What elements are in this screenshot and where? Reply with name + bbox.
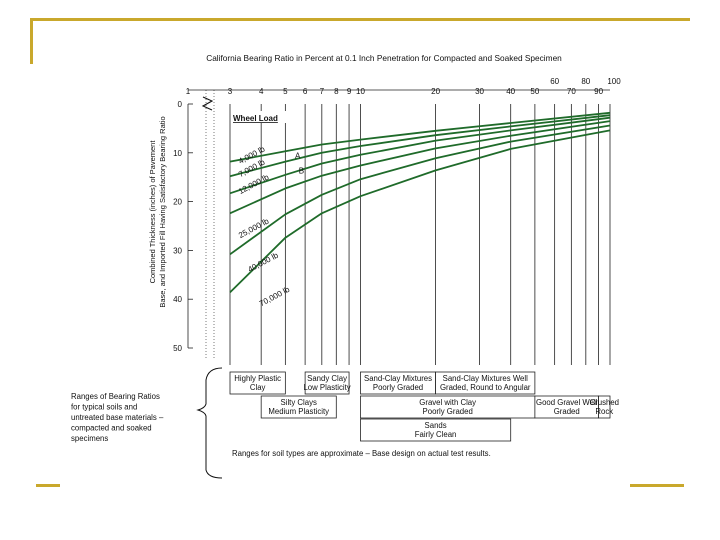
soil-range-text-7-0: Crushed	[590, 398, 619, 407]
load-label-40000: 40,000 lb	[246, 250, 280, 274]
x-tick-label-1: 1	[186, 87, 191, 96]
load-label-70000: 70,000 lb	[258, 285, 292, 309]
y-tick-label-40: 40	[173, 295, 182, 304]
x-tick-label-4: 4	[259, 87, 264, 96]
soil-range-text-8-1: Fairly Clean	[415, 430, 457, 439]
curve-40000-lb	[229, 124, 611, 256]
soil-range-text-0-0: Highly Plastic	[234, 374, 281, 383]
ranges-bracket	[196, 367, 223, 479]
left-bar-decoration	[30, 18, 33, 64]
x-tick-label-7: 7	[320, 87, 325, 96]
x-tick-label-80: 80	[581, 77, 590, 86]
x-tick-label-40: 40	[506, 87, 515, 96]
y-tick-label-10: 10	[173, 149, 182, 158]
soil-range-text-7-1: Rock	[595, 407, 613, 416]
legend-title-backdrop	[231, 111, 287, 123]
footnote: Ranges for soil types are approximate – …	[232, 449, 491, 458]
x-tick-label-6: 6	[303, 87, 308, 96]
soil-range-text-0-1: Clay	[250, 383, 266, 392]
soil-range-text-2-0: Sand-Clay Mixtures	[364, 374, 432, 383]
x-tick-label-9: 9	[347, 87, 352, 96]
curve-marker-b: B	[299, 166, 304, 175]
soil-range-text-3-0: Sand-Clay Mixtures Well	[443, 374, 528, 383]
soil-range-box-0	[229, 371, 286, 395]
x-tick-label-8: 8	[334, 87, 339, 96]
ranges-label-line-0: Ranges of Bearing Ratios	[71, 392, 160, 401]
x-tick-label-3: 3	[228, 87, 233, 96]
soil-range-text-1-1: Low Plasticity	[303, 383, 350, 392]
curve-marker-a: A	[295, 152, 301, 161]
x-tick-label-10: 10	[356, 87, 365, 96]
curve-4000-lb	[229, 111, 611, 163]
x-tick-label-50: 50	[530, 87, 539, 96]
legend-title: Wheel Load	[233, 114, 278, 123]
wheel-load-curves	[229, 111, 611, 294]
ranges-label-line-1: for typical soils and	[71, 403, 137, 412]
soil-range-text-4-1: Medium Plasticity	[268, 407, 329, 416]
ranges-label-line-3: compacted and soaked	[71, 424, 152, 433]
y-axis-label: Combined Thickness (inches) of Pavement …	[148, 116, 167, 307]
y-tick-labels: 0 10 20 30 40 50	[173, 100, 193, 353]
soil-range-text-6-1: Graded	[554, 407, 580, 416]
x-tick-label-90: 90	[594, 87, 603, 96]
curve-7000-lb	[229, 114, 611, 178]
y-tick-label-50: 50	[173, 344, 182, 353]
ranges-label: Ranges of Bearing Ratios for typical soil…	[71, 367, 223, 479]
bottom-right-decoration	[630, 484, 684, 487]
soil-range-text-3-1: Graded, Round to Angular	[440, 383, 531, 392]
soil-range-box-4	[260, 395, 337, 419]
bottom-left-decoration	[36, 484, 60, 487]
x-tick-label-70: 70	[567, 87, 576, 96]
top-bar-decoration	[30, 18, 690, 21]
chart-title: California Bearing Ratio in Percent at 0…	[206, 53, 562, 63]
x-tick-label-30: 30	[475, 87, 484, 96]
soil-range-text-5-0: Gravel with Clay	[419, 398, 476, 407]
y-axis-label-line-1: Combined Thickness (inches) of Pavement	[148, 140, 157, 284]
x-tick-label-20: 20	[431, 87, 440, 96]
x-tick-label-60: 60	[550, 77, 559, 86]
soil-range-text-5-1: Poorly Graded	[423, 407, 473, 416]
y-axis-label-line-2: Base, and Imported Fill Having Satisfact…	[158, 116, 167, 307]
soil-range-box-7	[598, 395, 611, 419]
axes	[187, 89, 610, 358]
grid	[229, 104, 611, 365]
soil-range-text-2-1: Poorly Graded	[373, 383, 423, 392]
ranges-label-line-4: specimens	[71, 434, 108, 443]
curve-25000-lb	[229, 120, 611, 215]
break-symbol-icon	[201, 96, 214, 111]
soil-range-text-4-0: Silty Clays	[281, 398, 317, 407]
soil-range-text-8-0: Sands	[425, 421, 447, 430]
soil-range-box-3	[435, 371, 536, 395]
ranges-label-line-2: untreated base materials –	[71, 413, 164, 422]
soil-range-box-1	[304, 371, 350, 395]
x-tick-label-5: 5	[283, 87, 288, 96]
y-tick-label-20: 20	[173, 198, 182, 207]
x-tick-label-100: 100	[607, 77, 621, 86]
soil-range-text-1-0: Sandy Clay	[307, 374, 347, 383]
soil-range-box-8	[360, 418, 512, 442]
y-tick-label-0: 0	[178, 100, 183, 109]
curve-12000-lb	[229, 116, 611, 195]
soil-range-text-6-0: Good Gravel Well	[536, 398, 598, 407]
x-tick-labels: 1 3 4 5 6 7 8 9 10 20 30 40 50 70 90 60 80 100	[186, 77, 621, 96]
curve-70000-lb	[229, 129, 611, 294]
y-tick-label-30: 30	[173, 246, 182, 255]
